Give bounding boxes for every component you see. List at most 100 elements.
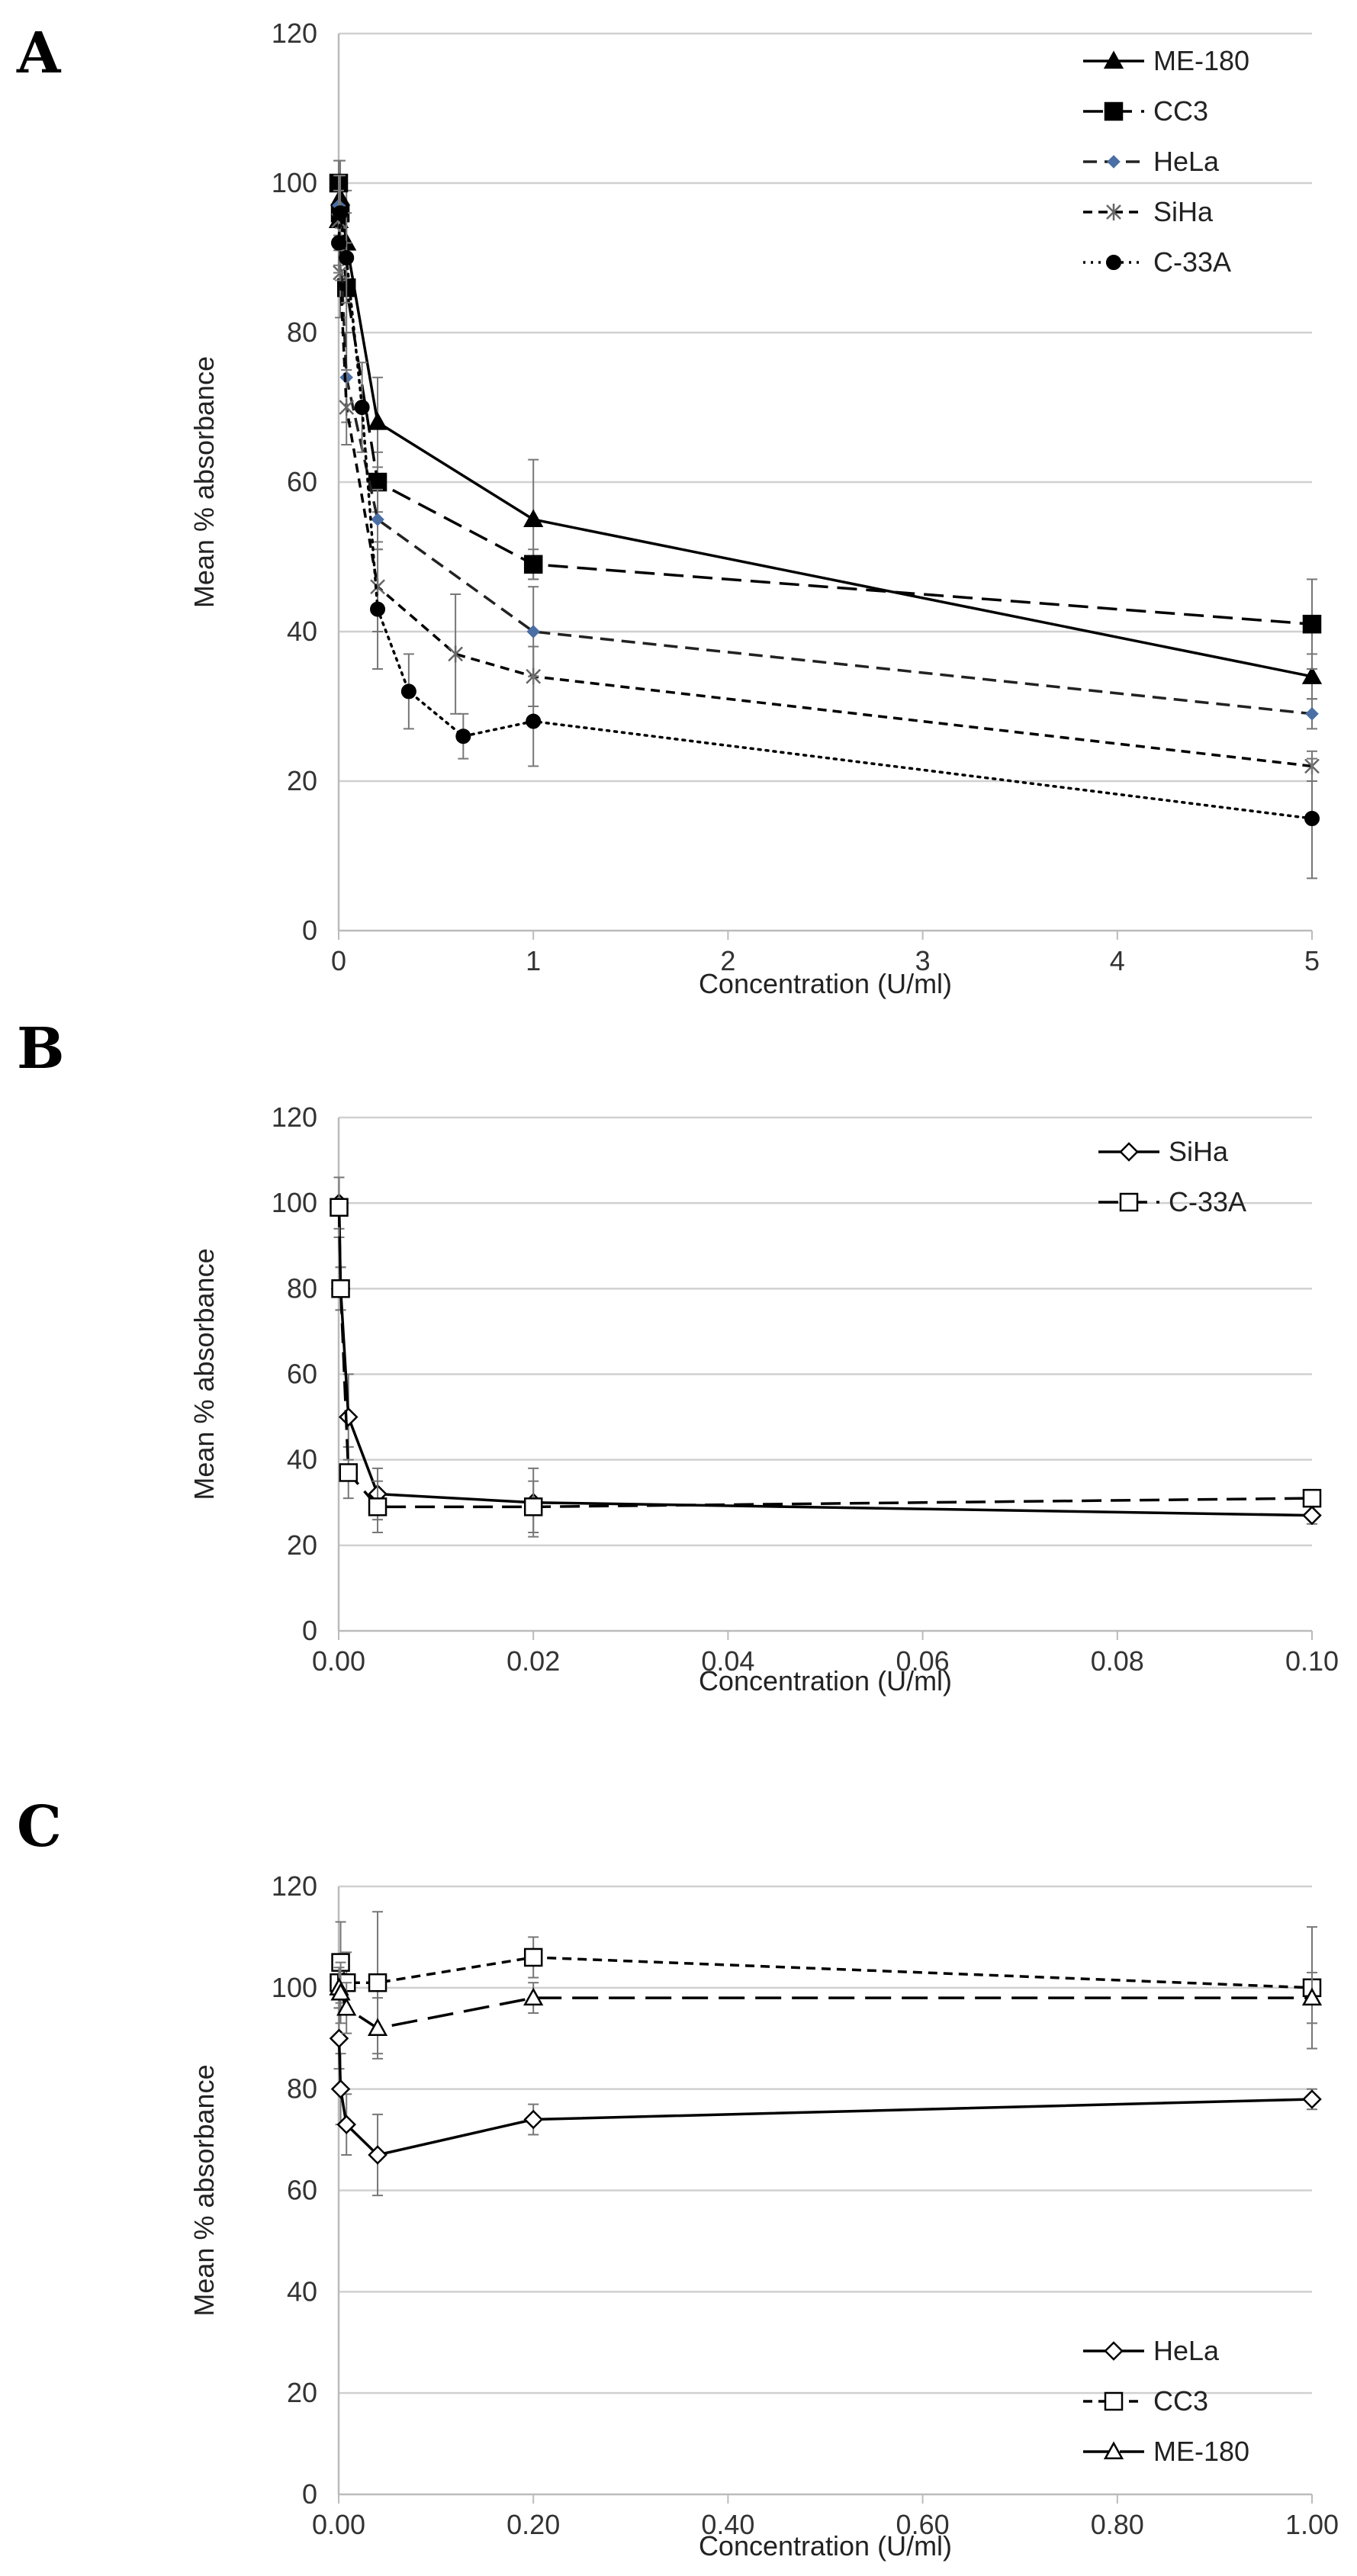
panel-c-xtick-label: 0.20 — [506, 2509, 560, 2540]
panel-b-ytick-label: 80 — [287, 1272, 317, 1304]
legend-marker — [1106, 255, 1121, 270]
data-point — [523, 555, 543, 574]
data-point — [523, 2109, 543, 2130]
panel-a-ytick-label: 100 — [272, 167, 317, 198]
data-point — [336, 1997, 357, 2016]
data-point — [1302, 614, 1322, 634]
data-point — [370, 601, 386, 617]
panel-a-y-axis-title: Mean % absorbance — [188, 356, 220, 608]
legend-marker — [1104, 101, 1124, 121]
panel-b-xtick-label: 0.08 — [1091, 1645, 1144, 1677]
panel-b-xtick-label: 0.06 — [896, 1645, 950, 1677]
panel-a-xtick-label: 4 — [1110, 945, 1125, 976]
series-line — [337, 1207, 1313, 1509]
panel-a-ytick-label: 20 — [287, 765, 317, 796]
panel-a-series-cc3 — [329, 159, 1322, 670]
data-point — [526, 625, 540, 638]
legend-label: SiHa — [1169, 1136, 1229, 1167]
series-line — [337, 1956, 1313, 1989]
data-point — [1301, 666, 1323, 684]
panel-c-series-cc3 — [330, 1911, 1322, 2055]
panel-a-legend-entry: HeLa — [1083, 146, 1220, 177]
data-point — [368, 1497, 387, 1516]
panel-b-ytick-label: 40 — [287, 1444, 317, 1475]
data-point — [371, 513, 384, 526]
legend-label: ME-180 — [1153, 2436, 1249, 2467]
series-line — [337, 212, 1314, 820]
panel-a-legend-entry: ME-180 — [1083, 45, 1249, 76]
series-line — [337, 205, 1313, 716]
legend-label: ME-180 — [1153, 45, 1249, 76]
panel-a-ytick-label: 40 — [287, 616, 317, 647]
data-point — [523, 509, 544, 528]
data-point — [330, 1982, 351, 2001]
panel-a-xtick-label: 5 — [1304, 945, 1320, 976]
data-point — [523, 1987, 544, 2006]
data-point — [368, 2145, 387, 2165]
panel-a-legend-entry: CC3 — [1083, 95, 1208, 127]
panel-c-x-axis-title: Concentration (U/ml) — [699, 2530, 952, 2562]
panel-c-ytick-label: 20 — [287, 2377, 317, 2408]
legend-label: C-33A — [1169, 1186, 1246, 1217]
data-point — [338, 1407, 359, 1427]
data-point — [354, 400, 370, 415]
data-point — [523, 1497, 543, 1516]
panel-c-series-hela — [329, 2007, 1322, 2197]
panel-c-xtick-label: 0.00 — [312, 2509, 365, 2540]
data-point — [523, 1947, 543, 1967]
panel-c-letter: C — [17, 1794, 62, 1860]
legend-marker — [1103, 2441, 1124, 2460]
panel-c-series-me-180 — [329, 1961, 1323, 2060]
panel-c-xtick-label: 0.60 — [896, 2509, 950, 2540]
legend-label: C-33A — [1153, 246, 1231, 278]
panel-b-chart: B 0 20 40 60 80 100 120 0.00 0.02 0.04 0.06 0.08 0.10… — [17, 1016, 1339, 1696]
panel-b-xtick-label: 0.00 — [312, 1645, 365, 1677]
data-point — [329, 2028, 349, 2049]
panel-b-ytick-label: 60 — [287, 1359, 317, 1390]
data-point — [455, 728, 471, 744]
panel-b-letter: B — [17, 1016, 65, 1082]
panel-a-x-axis-title: Concentration (U/ml) — [699, 968, 952, 999]
data-point — [1305, 707, 1319, 721]
panel-b-legend-entry: C-33A — [1098, 1186, 1246, 1217]
panel-a-ytick-label: 0 — [302, 915, 317, 946]
panel-a-ytick-label: 80 — [287, 317, 317, 348]
data-point — [330, 2079, 351, 2099]
data-point — [333, 205, 349, 221]
legend-marker — [1104, 2341, 1124, 2361]
panel-a-series-c-33a — [331, 175, 1320, 880]
panel-b-xtick-label: 0.02 — [506, 1645, 560, 1677]
panel-c-legend-entry: CC3 — [1083, 2385, 1208, 2417]
panel-b-legend-entry: SiHa — [1098, 1136, 1229, 1167]
legend-label: HeLa — [1153, 2335, 1220, 2366]
panel-b-ytick-label: 100 — [272, 1187, 317, 1218]
data-point — [1301, 1987, 1323, 2006]
panel-a-xtick-label: 0 — [331, 945, 346, 976]
panel-c-ytick-label: 60 — [287, 2175, 317, 2206]
panel-b-ytick-label: 0 — [302, 1615, 317, 1646]
panel-c-ytick-label: 40 — [287, 2275, 317, 2307]
panel-b-ytick-label: 120 — [272, 1101, 317, 1133]
data-point — [526, 713, 542, 729]
panel-a-xtick-label: 1 — [526, 945, 541, 976]
panel-b-series-siha — [329, 1176, 1322, 1538]
legend-marker — [1119, 1142, 1139, 1162]
data-point — [339, 1463, 359, 1482]
panel-b-xtick-label: 0.04 — [701, 1645, 754, 1677]
panel-a-ytick-label: 120 — [272, 18, 317, 49]
data-point — [448, 645, 464, 663]
legend-marker — [1103, 50, 1124, 69]
data-point — [330, 1198, 349, 1217]
data-point — [339, 250, 355, 265]
panel-c-chart: C 0 20 40 60 80 100 120 0.00 0.20 0.40 0.60 0.80 1.00… — [17, 1794, 1339, 2562]
data-point — [1302, 1505, 1322, 1526]
panel-c-xtick-label: 1.00 — [1285, 2509, 1339, 2540]
legend-marker — [1104, 2391, 1124, 2411]
panel-c-xtick-label: 0.80 — [1091, 2509, 1144, 2540]
data-point — [336, 2115, 356, 2134]
data-point — [331, 235, 346, 251]
panel-a-xtick-label: 2 — [720, 945, 735, 976]
panel-c-ytick-label: 0 — [302, 2478, 317, 2510]
panel-c-legend-entry: HeLa — [1083, 2335, 1220, 2366]
